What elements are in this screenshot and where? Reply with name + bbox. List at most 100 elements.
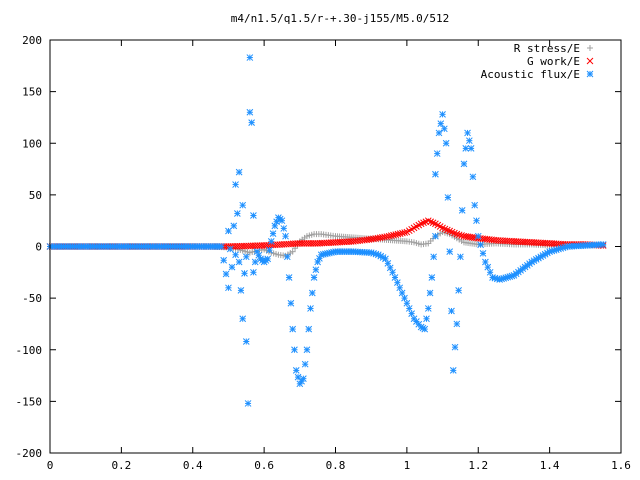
data-point bbox=[248, 119, 255, 126]
data-point bbox=[439, 110, 446, 118]
data-point bbox=[398, 289, 406, 297]
data-point bbox=[467, 145, 475, 152]
y-tick-label: 100 bbox=[22, 137, 42, 150]
data-point bbox=[282, 232, 289, 240]
data-point bbox=[396, 284, 404, 292]
data-point bbox=[428, 274, 436, 281]
data-point bbox=[465, 137, 473, 145]
x-tick-label: 1.4 bbox=[540, 459, 560, 472]
data-point bbox=[287, 299, 295, 307]
series-2 bbox=[46, 54, 607, 407]
data-point bbox=[289, 325, 297, 333]
chart-title: m4/n1.5/q1.5/r-+.30-j155/M5.0/512 bbox=[231, 12, 450, 25]
data-point bbox=[471, 201, 479, 209]
data-point bbox=[312, 266, 320, 274]
data-point bbox=[225, 284, 232, 292]
data-point bbox=[232, 251, 239, 259]
data-point bbox=[278, 217, 286, 225]
data-point bbox=[283, 253, 291, 261]
data-point bbox=[482, 258, 489, 266]
data-point bbox=[421, 325, 429, 333]
data-point bbox=[446, 248, 454, 256]
data-point bbox=[232, 181, 239, 188]
data-point bbox=[285, 274, 293, 281]
data-point bbox=[474, 232, 482, 240]
data-point bbox=[442, 139, 450, 147]
x-tick-label: 0.8 bbox=[326, 459, 346, 472]
data-point bbox=[423, 315, 430, 323]
data-point bbox=[266, 246, 273, 254]
data-point bbox=[250, 212, 257, 219]
data-point bbox=[469, 173, 477, 181]
data-point bbox=[292, 367, 300, 374]
data-point bbox=[403, 299, 411, 307]
data-point bbox=[235, 168, 243, 176]
data-point bbox=[225, 227, 232, 235]
data-point bbox=[449, 367, 457, 374]
legend-marker bbox=[586, 57, 594, 65]
data-point bbox=[246, 54, 254, 61]
data-point bbox=[455, 287, 462, 294]
data-point bbox=[250, 268, 257, 276]
data-point bbox=[424, 305, 432, 312]
data-point bbox=[300, 375, 307, 383]
data-point bbox=[440, 125, 448, 133]
legend-marker bbox=[587, 45, 593, 51]
data-point bbox=[433, 150, 441, 157]
data-point bbox=[432, 232, 439, 240]
data-point bbox=[301, 360, 309, 368]
data-point bbox=[430, 253, 437, 261]
y-tick-label: 0 bbox=[35, 241, 42, 254]
data-point bbox=[484, 263, 492, 271]
data-point bbox=[308, 289, 316, 297]
data-point bbox=[432, 170, 439, 178]
data-point bbox=[401, 294, 408, 302]
data-point bbox=[448, 307, 455, 315]
data-point bbox=[477, 241, 484, 249]
data-point bbox=[280, 225, 288, 232]
data-point bbox=[394, 279, 401, 286]
y-tick-label: -100 bbox=[16, 344, 43, 357]
y-tick-label: -200 bbox=[16, 447, 43, 460]
data-point bbox=[267, 237, 275, 245]
data-point bbox=[455, 231, 463, 239]
x-tick-label: 0.2 bbox=[111, 459, 131, 472]
data-point bbox=[305, 325, 313, 333]
data-point bbox=[217, 243, 225, 250]
data-point bbox=[473, 217, 480, 225]
data-point bbox=[310, 274, 318, 281]
y-tick-label: -150 bbox=[16, 395, 43, 408]
data-point bbox=[246, 108, 254, 116]
data-point bbox=[426, 289, 434, 297]
data-point bbox=[242, 253, 250, 261]
data-point bbox=[457, 253, 464, 261]
x-tick-label: 0.4 bbox=[183, 459, 203, 472]
data-point bbox=[451, 343, 459, 351]
data-point bbox=[391, 274, 399, 281]
data-point bbox=[303, 346, 311, 354]
data-point bbox=[479, 250, 487, 257]
data-point bbox=[244, 400, 252, 407]
data-point bbox=[464, 129, 471, 137]
data-point bbox=[222, 270, 230, 278]
x-tick-label: 1.2 bbox=[468, 459, 488, 472]
data-point bbox=[307, 305, 314, 312]
legend-marker bbox=[586, 70, 594, 78]
data-point bbox=[234, 210, 241, 217]
data-point bbox=[230, 222, 238, 230]
data-point bbox=[460, 160, 468, 168]
data-point bbox=[437, 120, 445, 127]
data-point bbox=[408, 310, 415, 317]
x-tick-label: 1 bbox=[404, 459, 411, 472]
data-point bbox=[599, 241, 607, 248]
data-point bbox=[289, 248, 296, 255]
data-point bbox=[239, 315, 247, 323]
y-tick-label: 50 bbox=[29, 189, 42, 202]
legend-label: Acoustic flux/E bbox=[481, 68, 580, 81]
data-point bbox=[405, 305, 413, 312]
x-tick-label: 0.6 bbox=[254, 459, 274, 472]
data-point bbox=[291, 346, 298, 354]
data-points bbox=[46, 54, 607, 407]
